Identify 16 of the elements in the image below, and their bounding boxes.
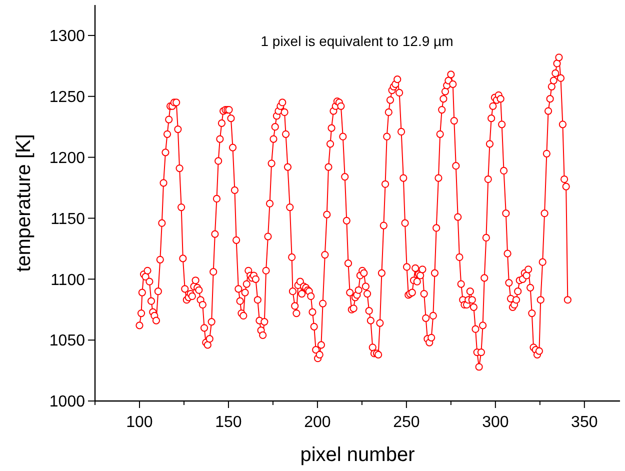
x-tick-label: 350 [571, 414, 598, 431]
y-tick-label: 1000 [49, 394, 86, 411]
y-tick-label: 1300 [49, 28, 86, 46]
x-tick-label: 300 [482, 414, 509, 431]
x-tick-label: 100 [126, 414, 153, 431]
x-tick-label: 200 [304, 414, 331, 431]
y-tick-label: 1050 [49, 332, 86, 350]
y-axis-title: temperature [K] [13, 134, 35, 272]
y-tick-label: 1200 [49, 150, 86, 167]
annotation: 1 pixel is equivalent to 12.9 µm [260, 33, 454, 49]
y-tick-label: 1150 [50, 210, 86, 228]
y-tick-label: 1100 [50, 272, 86, 289]
x-axis-title: pixel number [300, 444, 416, 466]
y-tick-label: 1250 [49, 88, 86, 106]
x-tick-label: 150 [215, 414, 242, 431]
x-tick-label: 250 [393, 414, 420, 431]
